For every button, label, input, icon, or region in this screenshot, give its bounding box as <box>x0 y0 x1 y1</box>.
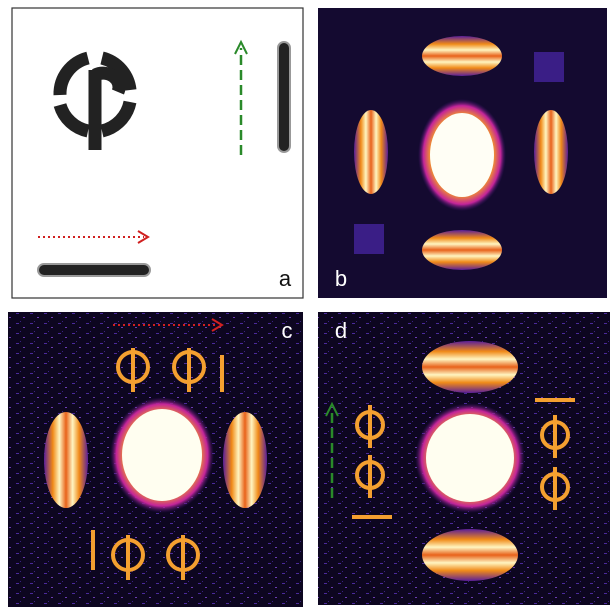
side-peak <box>354 110 388 194</box>
figure: a b c <box>0 0 615 607</box>
panel-d: d <box>318 312 610 605</box>
panel-c: c <box>8 312 303 607</box>
horizontal-bar <box>38 264 150 276</box>
center-peak <box>430 113 494 197</box>
vertical-bar <box>278 42 290 152</box>
dim-square <box>354 224 384 254</box>
panel-frame <box>12 8 303 298</box>
panel-label: b <box>335 266 347 291</box>
panel-label: a <box>279 266 292 291</box>
panel-a: a <box>12 8 303 298</box>
side-peak <box>422 230 502 270</box>
panel-label: d <box>335 318 347 343</box>
dim-square <box>534 52 564 82</box>
side-peak <box>534 110 568 194</box>
center-peak <box>426 414 514 502</box>
panel-label: c <box>282 318 293 343</box>
center-peak <box>122 409 202 501</box>
panel-b: b <box>318 8 607 298</box>
side-peak <box>422 529 518 581</box>
side-peak <box>44 412 88 508</box>
side-peak <box>422 341 518 393</box>
side-peak <box>223 412 267 508</box>
side-peak <box>422 36 502 76</box>
